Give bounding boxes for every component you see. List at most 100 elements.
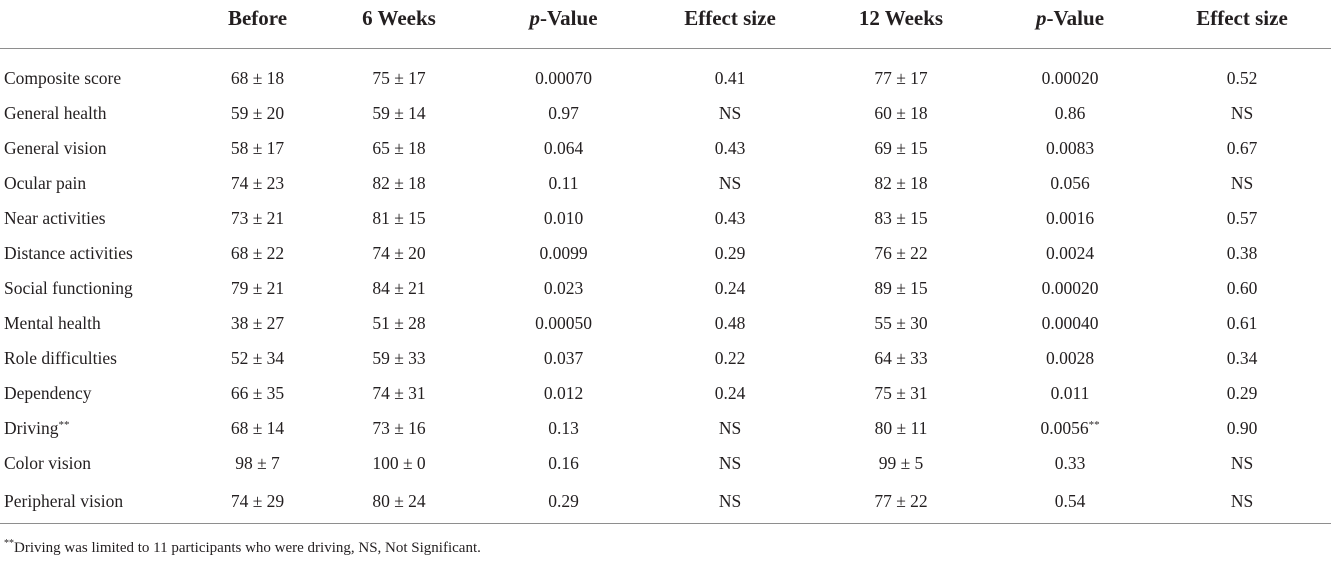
cell-effect-size-6-weeks: 0.24 — [645, 376, 815, 411]
cell-p-value-12-weeks: 0.00020 — [987, 271, 1153, 306]
cell-6-weeks: 100 ± 0 — [316, 446, 482, 481]
cell-effect-size-12-weeks-value: NS — [1230, 103, 1254, 123]
cell-effect-size-6-weeks-value: NS — [718, 418, 742, 438]
cell-effect-size-12-weeks: NS — [1153, 166, 1331, 201]
cell-6-weeks-value: 82 ± 18 — [372, 173, 426, 193]
cell-effect-size-6-weeks-value: 0.24 — [714, 278, 746, 298]
cell-6-weeks-value: 100 ± 0 — [372, 453, 426, 473]
row-label: Peripheral vision — [0, 481, 199, 524]
row-label: Social functioning — [0, 271, 199, 306]
cell-6-weeks: 59 ± 33 — [316, 341, 482, 376]
cell-p-value-6-weeks-value: 0.037 — [543, 348, 584, 368]
cell-p-value-12-weeks: 0.0056** — [987, 411, 1153, 446]
results-table: Before 6 Weeks p-Value Effect size 12 We… — [0, 0, 1331, 524]
cell-p-value-6-weeks-value: 0.00070 — [535, 68, 592, 88]
cell-p-value-12-weeks-value: 0.0028 — [1045, 348, 1095, 368]
cell-p-value-6-weeks: 0.11 — [482, 166, 645, 201]
cell-6-weeks: 51 ± 28 — [316, 306, 482, 341]
cell-effect-size-6-weeks: 0.29 — [645, 236, 815, 271]
cell-p-value-12-weeks: 0.54 — [987, 481, 1153, 524]
cell-12-weeks-value: 89 ± 15 — [874, 278, 928, 298]
row-label-text: Driving — [4, 418, 59, 438]
cell-effect-size-12-weeks: 0.61 — [1153, 306, 1331, 341]
row-label-text: General vision — [4, 138, 107, 158]
cell-12-weeks-value: 99 ± 5 — [878, 453, 924, 473]
cell-effect-size-12-weeks-value: 0.29 — [1226, 383, 1258, 403]
cell-before: 98 ± 7 — [199, 446, 316, 481]
header-p-italic: p — [529, 6, 540, 30]
cell-effect-size-6-weeks-value: NS — [718, 453, 742, 473]
cell-12-weeks: 83 ± 15 — [815, 201, 987, 236]
cell-p-value-12-weeks-value: 0.0024 — [1045, 243, 1095, 263]
cell-6-weeks-value: 75 ± 17 — [372, 68, 426, 88]
row-label: Ocular pain — [0, 166, 199, 201]
row-label: Distance activities — [0, 236, 199, 271]
cell-p-value-12-weeks: 0.0083 — [987, 131, 1153, 166]
header-6-weeks: 6 Weeks — [316, 0, 482, 49]
cell-effect-size-12-weeks-value: 0.61 — [1226, 313, 1258, 333]
cell-effect-size-12-weeks: NS — [1153, 446, 1331, 481]
cell-12-weeks: 89 ± 15 — [815, 271, 987, 306]
cell-effect-size-6-weeks-value: NS — [718, 103, 742, 123]
cell-p-value-12-weeks: 0.00040 — [987, 306, 1153, 341]
cell-6-weeks-value: 73 ± 16 — [372, 418, 426, 438]
cell-effect-size-12-weeks-value: 0.52 — [1226, 68, 1258, 88]
cell-6-weeks: 73 ± 16 — [316, 411, 482, 446]
cell-6-weeks-value: 84 ± 21 — [372, 278, 426, 298]
cell-p-value-6-weeks: 0.010 — [482, 201, 645, 236]
cell-effect-size-12-weeks-value: NS — [1230, 173, 1254, 193]
cell-12-weeks-value: 69 ± 15 — [874, 138, 928, 158]
cell-effect-size-6-weeks-value: 0.29 — [714, 243, 746, 263]
cell-before: 38 ± 27 — [199, 306, 316, 341]
cell-before-value: 74 ± 29 — [230, 490, 285, 511]
cell-6-weeks-value: 65 ± 18 — [372, 138, 426, 158]
row-label-text: Role difficulties — [4, 348, 117, 368]
cell-before: 66 ± 35 — [199, 376, 316, 411]
cell-effect-size-12-weeks: 0.29 — [1153, 376, 1331, 411]
cell-p-value-6-weeks: 0.29 — [482, 481, 645, 524]
header-p-value-12-weeks: p-Value — [987, 0, 1153, 49]
cell-before-value: 68 ± 14 — [230, 418, 285, 438]
cell-6-weeks-value: 74 ± 20 — [372, 243, 426, 263]
table-row: Ocular pain 74 ± 23 82 ± 18 0.11 NS 82 ± 18 0.… — [0, 166, 1331, 201]
table-row: Dependency 66 ± 35 74 ± 31 0.012 0.24 75 ± 31… — [0, 376, 1331, 411]
cell-effect-size-12-weeks-value: 0.60 — [1226, 278, 1258, 298]
cell-before-value: 68 ± 22 — [230, 243, 285, 263]
cell-p-value-6-weeks-value: 0.11 — [548, 173, 579, 193]
cell-effect-size-6-weeks: NS — [645, 166, 815, 201]
cell-effect-size-12-weeks-value: 0.38 — [1226, 243, 1258, 263]
table-row: Role difficulties 52 ± 34 59 ± 33 0.037 0.22… — [0, 341, 1331, 376]
cell-p-value-12-weeks-value: 0.33 — [1054, 453, 1086, 473]
cell-p-value-12-weeks-value: 0.54 — [1054, 490, 1086, 511]
cell-p-value-12-weeks: 0.00020 — [987, 61, 1153, 96]
row-label-text: Composite score — [4, 68, 122, 88]
cell-12-weeks: 75 ± 31 — [815, 376, 987, 411]
cell-effect-size-12-weeks-value: 0.90 — [1226, 418, 1258, 438]
cell-effect-size-6-weeks: 0.24 — [645, 271, 815, 306]
cell-effect-size-6-weeks: 0.43 — [645, 201, 815, 236]
cell-effect-size-6-weeks-value: 0.48 — [714, 313, 746, 333]
cell-12-weeks-value: 77 ± 22 — [874, 490, 928, 511]
cell-before: 68 ± 22 — [199, 236, 316, 271]
cell-p-value-6-weeks-value: 0.29 — [548, 490, 579, 511]
cell-p-value-6-weeks-value: 0.023 — [543, 278, 584, 298]
cell-6-weeks: 59 ± 14 — [316, 96, 482, 131]
table-body: Composite score 68 ± 18 75 ± 17 0.00070 0.41… — [0, 49, 1331, 524]
cell-p-value-6-weeks: 0.037 — [482, 341, 645, 376]
cell-p-value-12-weeks: 0.0016 — [987, 201, 1153, 236]
cell-effect-size-12-weeks: 0.34 — [1153, 341, 1331, 376]
row-label-text: Color vision — [4, 453, 92, 473]
cell-p-value-12-weeks-value: 0.00020 — [1041, 68, 1099, 88]
row-label: Color vision — [0, 446, 199, 481]
cell-before-value: 66 ± 35 — [230, 383, 285, 403]
cell-p-value-12-weeks: 0.0028 — [987, 341, 1153, 376]
table-row: General health 59 ± 20 59 ± 14 0.97 NS 60 ± 1… — [0, 96, 1331, 131]
cell-p-value-6-weeks: 0.16 — [482, 446, 645, 481]
cell-6-weeks: 75 ± 17 — [316, 61, 482, 96]
cell-p-value-12-weeks-value: 0.86 — [1054, 103, 1086, 123]
row-label-text: Ocular pain — [4, 173, 87, 193]
cell-6-weeks: 74 ± 20 — [316, 236, 482, 271]
cell-p-value-6-weeks-value: 0.13 — [548, 418, 579, 438]
cell-before: 59 ± 20 — [199, 96, 316, 131]
